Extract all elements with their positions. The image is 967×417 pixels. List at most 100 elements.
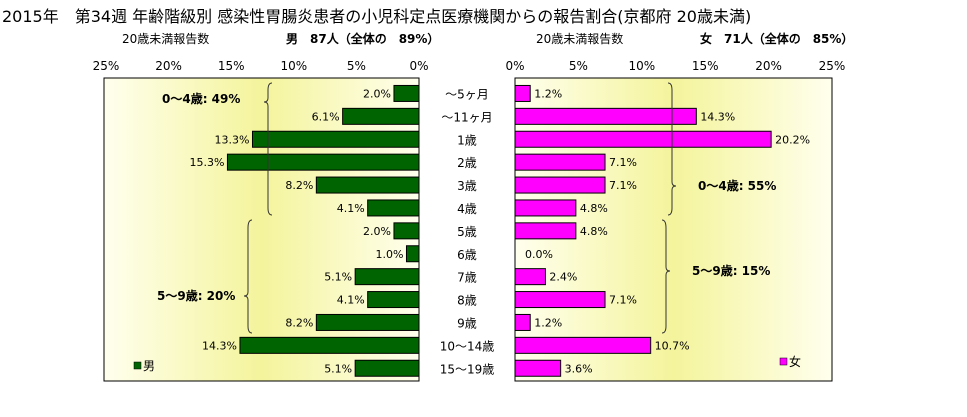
- male-bar: [315, 313, 420, 331]
- male-legend-label: 男: [143, 359, 155, 373]
- male-x-tick-label: 0%: [409, 59, 428, 73]
- female-x-tick-labels: 0% 5% 10% 15% 20% 25%: [505, 59, 845, 73]
- male-x-tick-labels: 25% 20% 15% 10% 5% 0%: [93, 59, 429, 73]
- female-data-label: 10.7%: [655, 339, 690, 352]
- female-data-label: 7.1%: [609, 179, 637, 192]
- category-label: 8歳: [457, 294, 477, 308]
- male-bar: [251, 130, 420, 148]
- male-data-label: 2.0%: [363, 225, 391, 238]
- female-bar: [514, 84, 531, 102]
- male-data-label: 2.0%: [363, 87, 391, 100]
- category-label: 10～14歳: [440, 339, 495, 353]
- female-bar: [514, 336, 652, 354]
- male-x-tick-label: 15%: [218, 59, 245, 73]
- female-bar: [514, 359, 562, 377]
- male-data-label: 1.0%: [376, 248, 404, 261]
- category-label: 6歳: [457, 248, 477, 262]
- female-bar: [514, 313, 531, 331]
- female-annotation-5-9: 5～9歳: 15%: [692, 263, 770, 278]
- male-bracket-0-4: [263, 82, 273, 216]
- female-x-tick-label: 10%: [628, 59, 655, 73]
- female-data-label: 1.2%: [534, 87, 562, 100]
- male-x-tick-label: 25%: [93, 59, 120, 73]
- male-bar: [405, 245, 420, 263]
- female-x-tick-label: 0%: [505, 59, 524, 73]
- female-data-label: 1.2%: [534, 316, 562, 329]
- female-bracket-0-4: [667, 82, 677, 216]
- male-bar: [226, 153, 420, 171]
- female-data-label: 14.3%: [700, 110, 735, 123]
- male-bar: [354, 359, 420, 377]
- female-bar: [514, 291, 606, 309]
- category-label: 2歳: [457, 156, 477, 170]
- female-bar: [514, 130, 772, 148]
- category-labels: ～5ヶ月 ～11ヶ月 1歳 2歳 3歳 4歳 5歳 6歳 7歳 8歳 9歳 10～14歳 15～19歳: [440, 87, 495, 376]
- category-label: 4歳: [457, 202, 477, 216]
- female-data-label: 7.1%: [609, 294, 637, 307]
- male-bar: [367, 199, 420, 217]
- male-header-left: 20歳未満報告数: [122, 31, 209, 46]
- male-data-label: 4.1%: [337, 294, 365, 307]
- category-label: ～11ヶ月: [441, 110, 492, 124]
- male-data-label: 8.2%: [285, 316, 313, 329]
- category-label: 9歳: [457, 316, 477, 330]
- category-label: 3歳: [457, 179, 477, 193]
- male-header-right: 男 87人（全体の 89%）: [286, 31, 439, 46]
- male-data-label: 8.2%: [285, 179, 313, 192]
- category-label: 7歳: [457, 271, 477, 285]
- male-bar: [354, 268, 420, 286]
- male-bar: [239, 336, 420, 354]
- female-x-tick-label: 5%: [569, 59, 588, 73]
- female-legend: 女: [779, 354, 801, 369]
- category-label: ～5ヶ月: [445, 87, 489, 101]
- female-x-tick-label: 15%: [692, 59, 719, 73]
- male-data-label: 13.3%: [215, 133, 250, 146]
- male-bars: 2.0% 6.1% 13.3% 15.3% 8.2% 4.1% 2.0% 1.0% 5.1% 4.…: [189, 84, 420, 377]
- male-data-label: 6.1%: [312, 110, 340, 123]
- female-bracket-5-9: [661, 219, 671, 334]
- female-header-right: 女 71人（全体の 85%）: [700, 31, 853, 46]
- female-x-tick-label: 20%: [755, 59, 782, 73]
- category-label: 1歳: [457, 133, 477, 147]
- male-data-label: 5.1%: [324, 362, 352, 375]
- male-annotation-0-4: 0～4歳: 49%: [162, 91, 240, 106]
- female-legend-swatch: [779, 357, 788, 366]
- female-bar: [514, 222, 577, 240]
- male-annotation-5-9: 5～9歳: 20%: [157, 288, 235, 303]
- female-bar: [514, 176, 606, 194]
- female-annotation-0-4: 0～4歳: 55%: [698, 178, 776, 193]
- male-data-label: 5.1%: [324, 271, 352, 284]
- female-bar: [514, 199, 577, 217]
- female-bar: [514, 107, 697, 125]
- female-data-label: 4.8%: [580, 202, 608, 215]
- female-bar: [514, 268, 546, 286]
- male-x-tick-label: 10%: [280, 59, 307, 73]
- female-bar: [514, 153, 606, 171]
- female-x-tick-label: 25%: [819, 59, 846, 73]
- category-label: 5歳: [457, 225, 477, 239]
- male-bracket-5-9: [243, 219, 253, 334]
- male-bar: [393, 84, 420, 102]
- female-data-label: 7.1%: [609, 156, 637, 169]
- female-data-label: 3.6%: [565, 362, 593, 375]
- female-data-label: 4.8%: [580, 225, 608, 238]
- female-bars: 1.2%14.3%20.2%7.1%7.1%4.8%4.8%0.0%2.4%7.…: [514, 84, 810, 377]
- male-data-label: 14.3%: [202, 339, 237, 352]
- male-bar: [393, 222, 420, 240]
- male-bar: [342, 107, 420, 125]
- female-brackets: [661, 82, 677, 334]
- male-x-tick-label: 20%: [155, 59, 182, 73]
- male-data-label: 15.3%: [189, 156, 224, 169]
- female-header-left: 20歳未満報告数: [536, 31, 623, 46]
- male-legend: 男: [133, 359, 155, 373]
- male-bar: [315, 176, 420, 194]
- female-data-label: 20.2%: [775, 133, 810, 146]
- page-title: 2015年 第34週 年齢階級別 感染性胃腸炎患者の小児科定点医療機関からの報告…: [2, 7, 752, 26]
- male-legend-swatch: [133, 361, 142, 370]
- male-bar: [367, 291, 420, 309]
- female-data-label: 2.4%: [549, 271, 577, 284]
- female-data-label: 0.0%: [525, 248, 553, 261]
- male-data-label: 4.1%: [337, 202, 365, 215]
- male-x-tick-label: 5%: [347, 59, 366, 73]
